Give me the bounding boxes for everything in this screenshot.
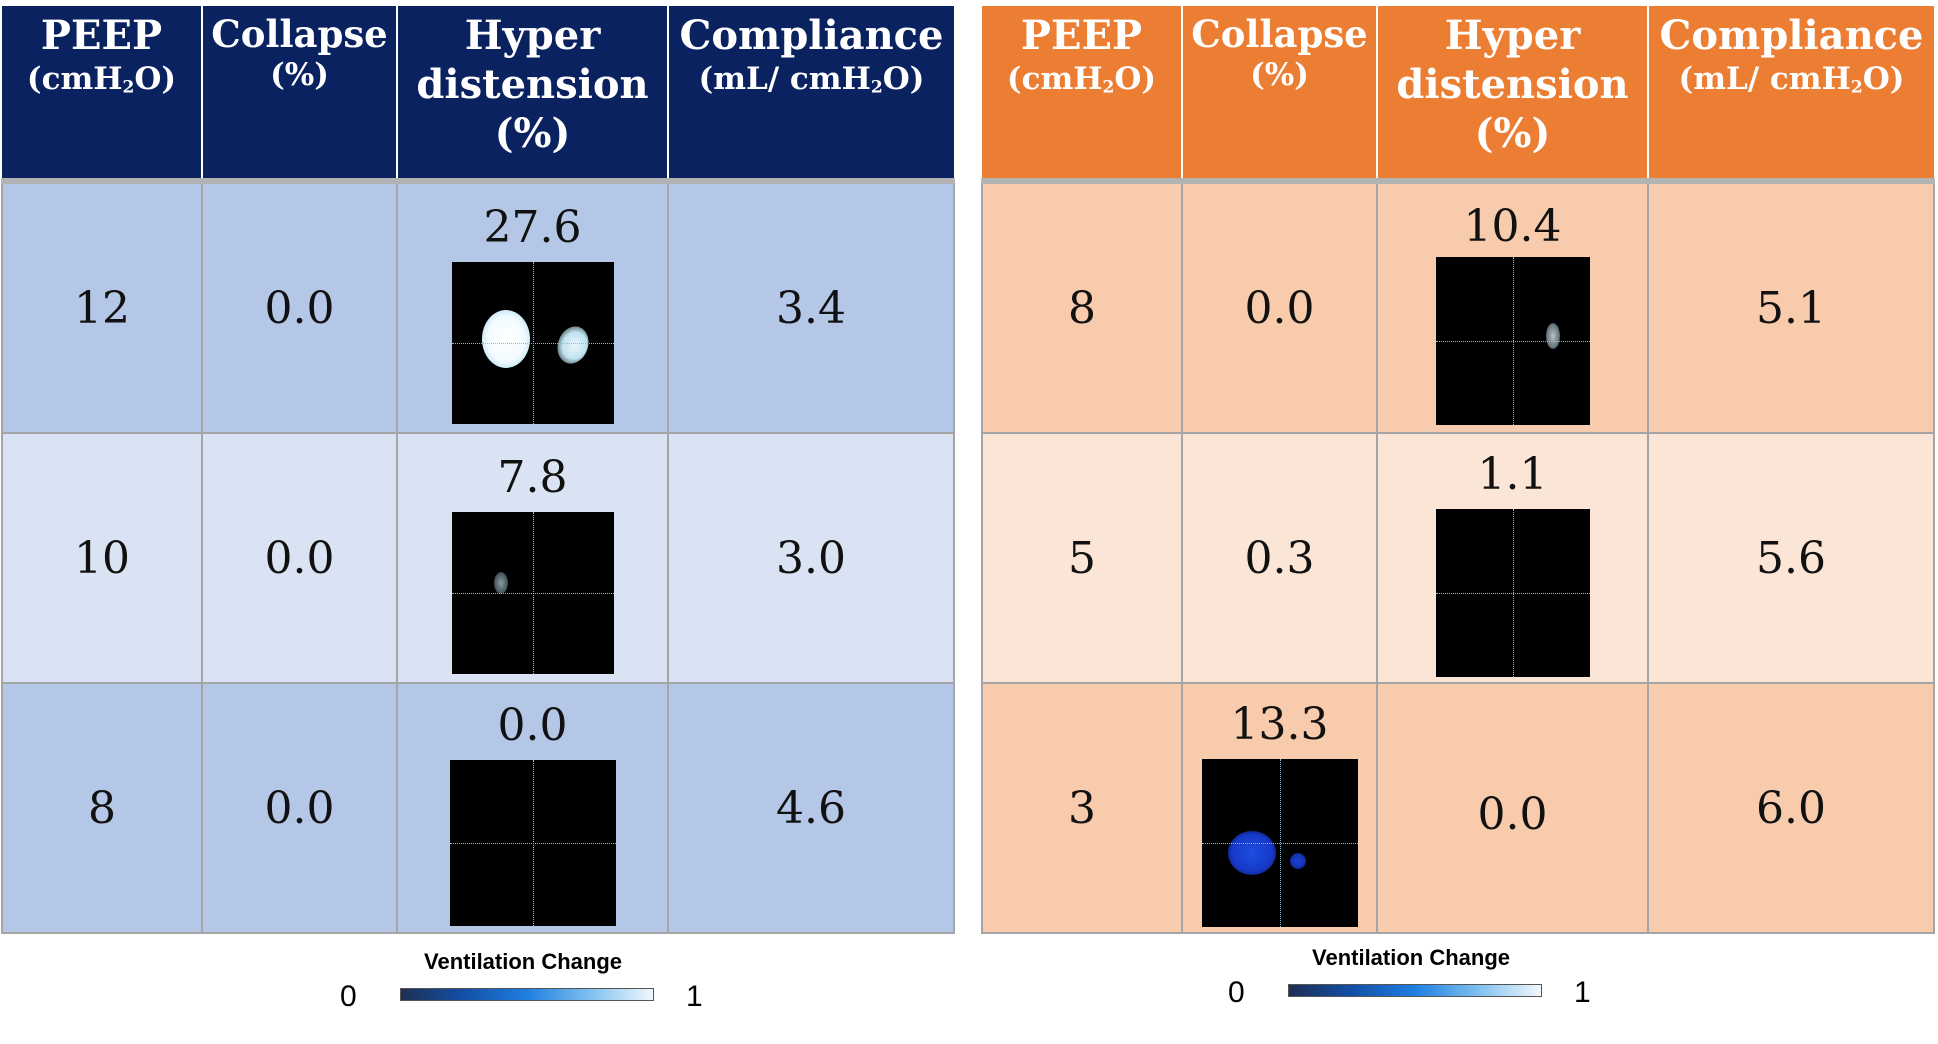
colorbar-gradient <box>400 988 654 1001</box>
table-row: 10 0.0 7.8 3.0 <box>1 432 955 684</box>
table-row: 5 0.3 1.1 5.6 <box>981 432 1935 684</box>
colorbar-max-label: 1 <box>686 980 703 1013</box>
colorbar-title: Ventilation Change <box>1312 945 1511 970</box>
compliance-cell: 3.4 <box>667 180 955 434</box>
hyperdistension-value: 1.1 <box>1477 449 1548 500</box>
header-collapse: Collapse (%) <box>1182 6 1378 184</box>
header-peep: PEEP (cmH2O) <box>2 6 203 184</box>
hyperdistension-value: 7.8 <box>497 452 568 503</box>
collapse-value: 13.3 <box>1230 699 1329 750</box>
peep-cell: 12 <box>1 180 203 434</box>
header-peep: PEEP (cmH2O) <box>982 6 1183 184</box>
hyperdistension-cell: 0.0 <box>1376 682 1649 934</box>
colorbar-min-label: 0 <box>1228 976 1245 1009</box>
left-table-panel: PEEP (cmH2O) Collapse (%) Hyper distensi… <box>1 6 955 934</box>
hyperdistension-value: 0.0 <box>497 700 568 751</box>
hyperdistension-cell: 10.4 <box>1376 180 1649 434</box>
right-table-panel: PEEP (cmH2O) Collapse (%) Hyper distensi… <box>981 6 1935 934</box>
ventilation-map-image <box>1435 509 1590 677</box>
compliance-cell: 4.6 <box>667 682 955 934</box>
header-row: PEEP (cmH2O) Collapse (%) Hyper distensi… <box>982 6 1934 184</box>
header-collapse: Collapse (%) <box>202 6 398 184</box>
peep-cell: 5 <box>981 432 1183 684</box>
collapse-cell: 0.0 <box>1181 180 1378 434</box>
header-hyperdistension: Hyper distension (%) <box>397 6 669 184</box>
colorbar-title: Ventilation Change <box>424 949 623 974</box>
right-results-table: PEEP (cmH2O) Collapse (%) Hyper distensi… <box>981 6 1935 934</box>
table-row: 8 0.0 10.4 5.1 <box>981 180 1935 434</box>
collapse-cell: 0.0 <box>201 682 398 934</box>
hyperdistension-cell: 0.0 <box>396 682 669 934</box>
ventilation-map-image <box>449 760 616 926</box>
ventilation-map-image <box>451 262 614 424</box>
header-compliance: Compliance (mL/ cmH2O) <box>668 6 954 184</box>
table-row: 3 13.3 0.0 6.0 <box>981 682 1935 934</box>
ventilation-map-image <box>1435 257 1590 425</box>
compliance-cell: 5.1 <box>1647 180 1935 434</box>
ventilation-map-image <box>451 512 614 674</box>
collapse-map-image <box>1201 759 1358 927</box>
peep-cell: 3 <box>981 682 1183 934</box>
hyperdistension-cell: 1.1 <box>1376 432 1649 684</box>
collapse-cell: 0.0 <box>201 180 398 434</box>
collapse-cell: 13.3 <box>1181 682 1378 934</box>
left-results-table: PEEP (cmH2O) Collapse (%) Hyper distensi… <box>1 6 955 934</box>
collapse-cell: 0.3 <box>1181 432 1378 684</box>
header-compliance: Compliance (mL/ cmH2O) <box>1648 6 1934 184</box>
hyperdistension-value: 27.6 <box>483 202 582 253</box>
header-row: PEEP (cmH2O) Collapse (%) Hyper distensi… <box>2 6 954 184</box>
colorbar-gradient <box>1288 984 1542 997</box>
peep-cell: 8 <box>981 180 1183 434</box>
peep-cell: 10 <box>1 432 203 684</box>
right-colorbar-legend: Ventilation Change 0 1 <box>1228 936 1628 1016</box>
colorbar-max-label: 1 <box>1574 976 1591 1009</box>
hyperdistension-cell: 7.8 <box>396 432 669 684</box>
compliance-cell: 3.0 <box>667 432 955 684</box>
colorbar-min-label: 0 <box>340 980 357 1013</box>
header-hyperdistension: Hyper distension (%) <box>1377 6 1649 184</box>
table-row: 12 0.0 27.6 3.4 <box>1 180 955 434</box>
compliance-cell: 5.6 <box>1647 432 1935 684</box>
peep-cell: 8 <box>1 682 203 934</box>
left-colorbar-legend: Ventilation Change 0 1 <box>340 940 740 1020</box>
hyperdistension-value: 0.0 <box>1477 789 1548 840</box>
collapse-cell: 0.0 <box>201 432 398 684</box>
table-row: 8 0.0 0.0 4.6 <box>1 682 955 934</box>
hyperdistension-cell: 27.6 <box>396 180 669 434</box>
compliance-cell: 6.0 <box>1647 682 1935 934</box>
hyperdistension-value: 10.4 <box>1463 201 1562 252</box>
